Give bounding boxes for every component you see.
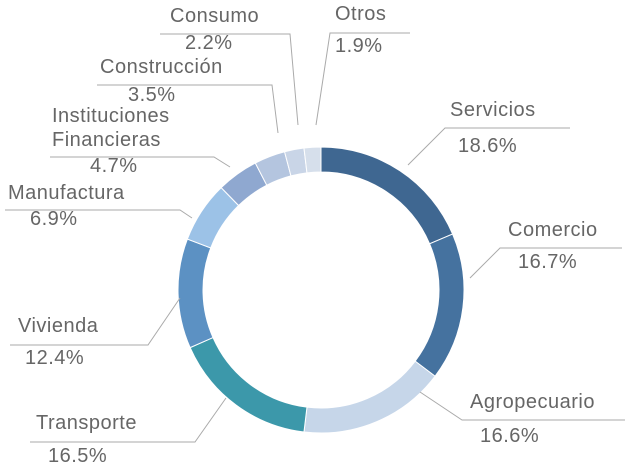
category-label: Vivienda bbox=[18, 315, 99, 337]
value-label: 16.5% bbox=[48, 445, 107, 467]
value-label: 16.6% bbox=[480, 425, 539, 447]
leader-line bbox=[30, 397, 227, 443]
leader-line bbox=[315, 32, 410, 126]
value-label: 18.6% bbox=[458, 135, 517, 157]
donut-segment bbox=[320, 146, 454, 245]
category-label: Comercio bbox=[508, 219, 598, 241]
leader-line bbox=[5, 209, 193, 219]
value-label: 12.4% bbox=[25, 347, 84, 369]
value-label: 3.5% bbox=[128, 84, 176, 106]
value-label: 6.9% bbox=[30, 208, 78, 230]
category-label: Transporte bbox=[36, 412, 137, 434]
category-label: Agropecuario bbox=[470, 391, 595, 413]
leader-line bbox=[419, 391, 625, 421]
value-label: 2.2% bbox=[185, 32, 233, 54]
category-label: Construcción bbox=[100, 56, 223, 78]
category-label: Otros bbox=[335, 3, 386, 25]
label-line: Financieras bbox=[52, 129, 161, 151]
category-label: Manufactura bbox=[8, 182, 125, 204]
leader-line bbox=[469, 247, 622, 279]
category-label: Consumo bbox=[170, 5, 259, 27]
leader-line bbox=[50, 156, 231, 168]
leader-line bbox=[160, 33, 299, 126]
leader-line bbox=[10, 297, 181, 346]
leader-line bbox=[407, 127, 570, 166]
value-label: 4.7% bbox=[90, 155, 138, 177]
label-line: Instituciones bbox=[52, 105, 170, 127]
donut-segment bbox=[414, 233, 465, 377]
donut-segment bbox=[177, 238, 214, 349]
value-label: 16.7% bbox=[518, 251, 577, 273]
category-label: Servicios bbox=[450, 99, 536, 121]
leader-line bbox=[97, 84, 279, 134]
donut-segment bbox=[303, 360, 436, 434]
donut-segment bbox=[303, 146, 322, 174]
donut-segment bbox=[189, 336, 308, 433]
value-label: 1.9% bbox=[335, 35, 383, 57]
category-label: Instituciones Financieras bbox=[52, 105, 170, 151]
